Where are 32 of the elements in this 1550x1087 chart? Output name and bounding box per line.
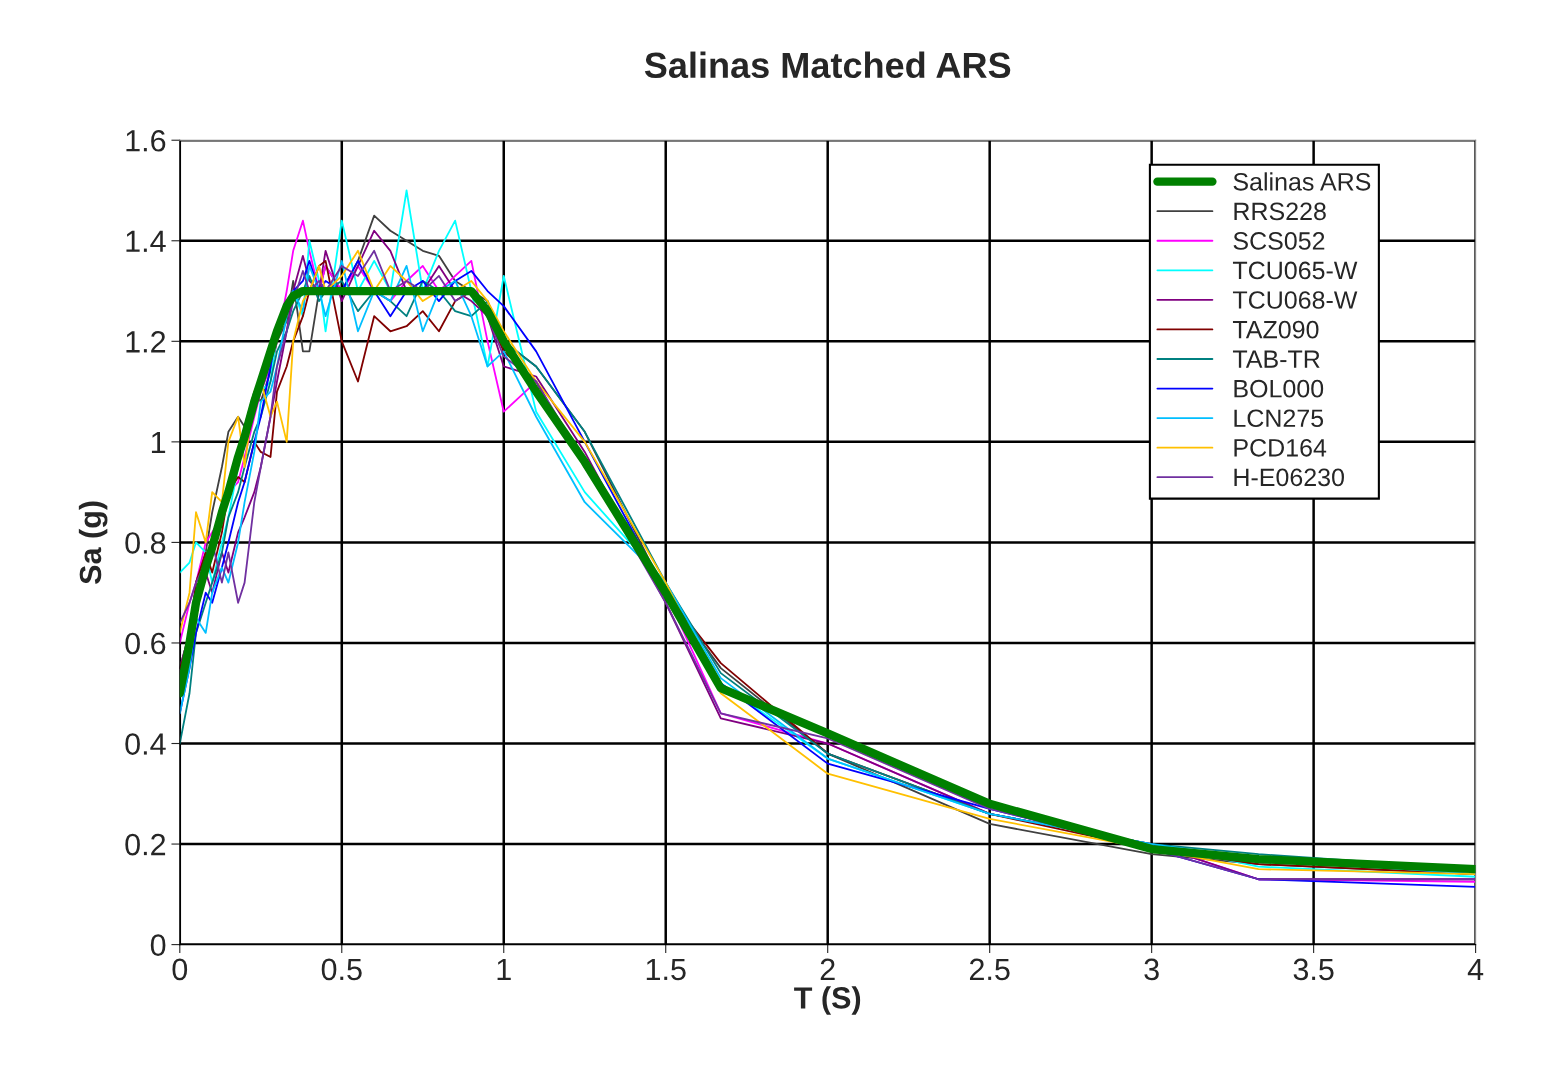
legend-label: RRS228 bbox=[1234, 202, 1326, 221]
x-tick-label: 0 bbox=[172, 958, 188, 981]
x-tick-label: 3 bbox=[1144, 958, 1159, 981]
x-tick-label: 2 bbox=[820, 958, 835, 980]
legend-label: TAZ090 bbox=[1232, 320, 1319, 339]
y-tick-label: 0.6 bbox=[125, 632, 166, 655]
x-tick-label: 4 bbox=[1467, 958, 1484, 980]
legend-label: PCD164 bbox=[1234, 438, 1327, 457]
legend-label: Salinas ARS bbox=[1233, 172, 1371, 191]
x-tick-label: 0.5 bbox=[321, 958, 362, 981]
legend-label: SCS052 bbox=[1233, 232, 1325, 250]
legend-label: TCU065-W bbox=[1232, 261, 1358, 280]
y-tick-label: 0.8 bbox=[125, 532, 166, 554]
legend-label: H-E06230 bbox=[1234, 468, 1344, 487]
y-axis-title: Sa (g) bbox=[78, 501, 108, 584]
x-tick-label: 1.5 bbox=[646, 958, 686, 981]
x-tick-label: 3.5 bbox=[1293, 958, 1334, 981]
y-tick-label: 0.2 bbox=[125, 833, 166, 856]
y-tick-label: 0.4 bbox=[125, 733, 166, 755]
legend-label: TCU068-W bbox=[1232, 291, 1358, 309]
x-tick-label: 1 bbox=[497, 958, 511, 980]
y-tick-label: 1.6 bbox=[126, 129, 166, 152]
legend-label: LCN275 bbox=[1234, 409, 1324, 428]
x-tick-label: 2.5 bbox=[969, 958, 1010, 981]
y-tick-label: 1.2 bbox=[126, 331, 166, 353]
legend-label: TAB-TR bbox=[1232, 350, 1320, 368]
legend-label: BOL000 bbox=[1234, 379, 1324, 398]
x-axis-title: T (S) bbox=[794, 986, 861, 1015]
chart-title: Salinas Matched ARS bbox=[644, 51, 1011, 79]
y-tick-label: 1.4 bbox=[126, 230, 166, 252]
y-tick-label: 0 bbox=[150, 934, 166, 956]
y-tick-label: 1 bbox=[151, 431, 166, 453]
